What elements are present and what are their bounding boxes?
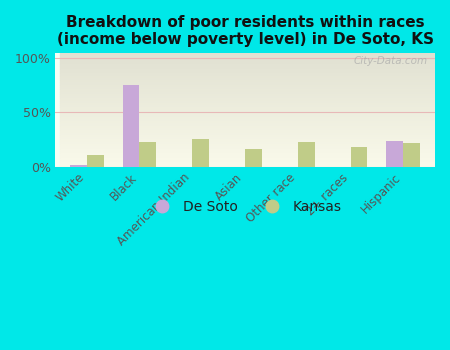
Bar	[60, 162, 450, 164]
Legend: De Soto, Kansas: De Soto, Kansas	[142, 194, 348, 219]
Bar	[60, 112, 450, 114]
Bar	[60, 62, 450, 64]
Bar	[60, 66, 450, 69]
Bar	[60, 124, 450, 126]
Bar	[60, 60, 450, 62]
Bar	[60, 114, 450, 117]
Bar	[60, 80, 450, 82]
Bar	[60, 128, 450, 130]
Bar	[60, 110, 450, 112]
Bar	[60, 89, 450, 91]
Bar	[60, 53, 450, 55]
Title: Breakdown of poor residents within races
(income below poverty level) in De Soto: Breakdown of poor residents within races…	[57, 15, 433, 47]
Bar	[60, 64, 450, 66]
Bar	[60, 82, 450, 85]
Bar	[60, 71, 450, 73]
Bar	[122, 85, 140, 167]
Bar	[60, 107, 450, 110]
Bar	[60, 160, 450, 162]
Bar	[60, 155, 450, 158]
Bar	[60, 148, 450, 151]
Bar	[298, 142, 315, 167]
Bar	[60, 105, 450, 107]
Bar	[60, 121, 450, 124]
Bar	[60, 96, 450, 98]
Bar	[60, 158, 450, 160]
Bar	[60, 98, 450, 101]
Bar	[60, 76, 450, 78]
Bar	[60, 144, 450, 146]
Bar	[60, 164, 450, 167]
Bar	[351, 147, 368, 167]
Bar	[60, 133, 450, 135]
Bar	[60, 69, 450, 71]
Bar	[60, 117, 450, 119]
Bar	[87, 155, 104, 167]
Bar	[60, 94, 450, 96]
Bar	[60, 91, 450, 94]
Bar	[60, 85, 450, 87]
Bar	[245, 149, 262, 167]
Bar	[60, 135, 450, 137]
Bar	[60, 130, 450, 133]
Bar	[60, 87, 450, 89]
Bar	[60, 119, 450, 121]
Bar	[60, 146, 450, 148]
Bar	[403, 143, 420, 167]
Bar	[60, 55, 450, 57]
Bar	[60, 73, 450, 76]
Bar	[60, 151, 450, 153]
Bar	[60, 153, 450, 155]
Bar	[60, 137, 450, 139]
Bar	[140, 142, 156, 167]
Bar	[60, 78, 450, 80]
Bar	[60, 101, 450, 103]
Text: City-Data.com: City-Data.com	[353, 56, 428, 66]
Bar	[60, 139, 450, 142]
Bar	[70, 164, 87, 167]
Bar	[60, 57, 450, 60]
Bar	[387, 141, 403, 167]
Bar	[60, 103, 450, 105]
Bar	[192, 139, 209, 167]
Bar	[60, 142, 450, 144]
Bar	[60, 126, 450, 128]
